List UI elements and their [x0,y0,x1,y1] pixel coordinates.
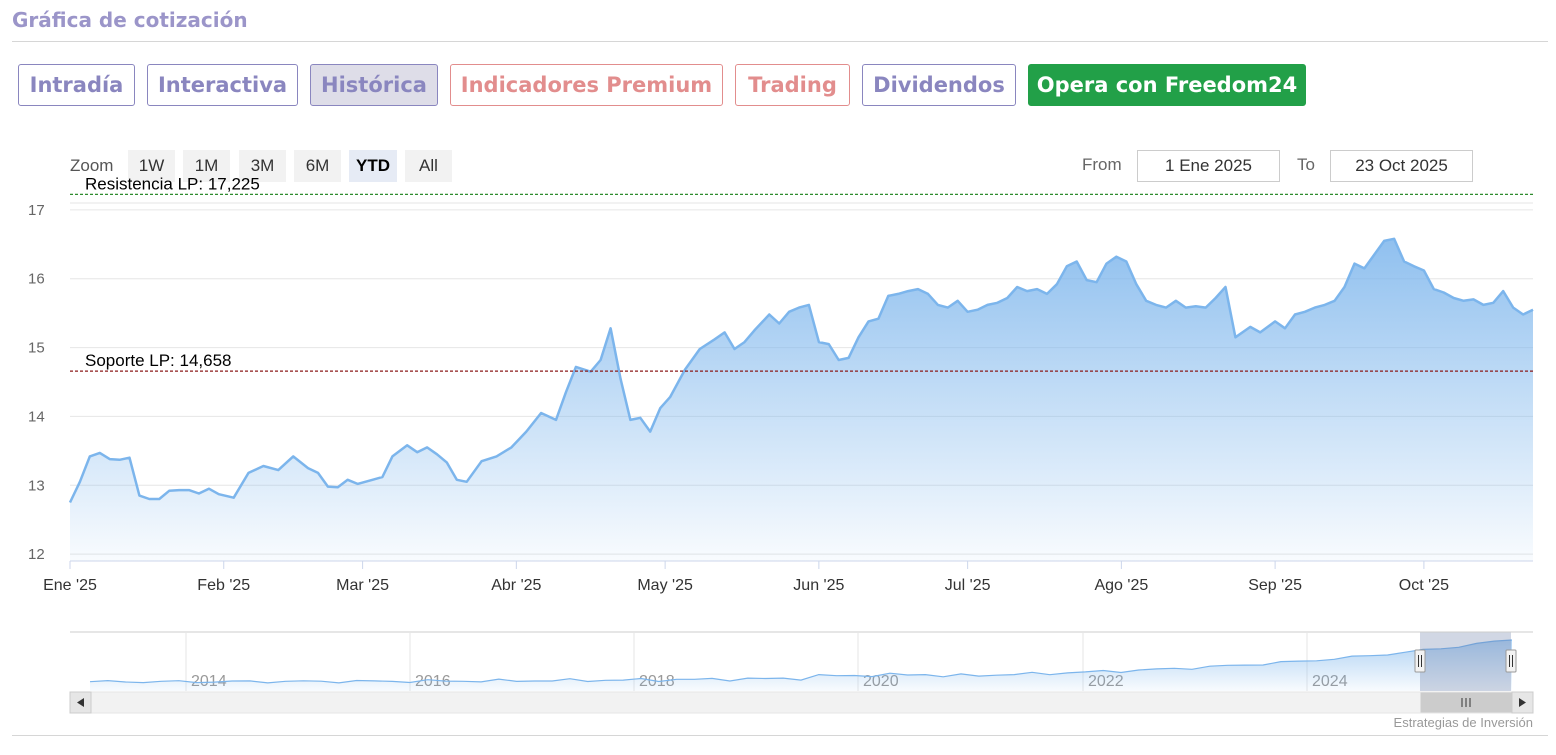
tab-intradia[interactable]: Intradía [18,64,135,106]
x-tick-label: Feb '25 [197,577,250,594]
y-tick-label: 15 [28,340,45,357]
from-label: From [1082,155,1122,174]
navigator-selection[interactable] [1420,632,1511,691]
navigator-left-handle[interactable] [1414,649,1426,673]
x-tick-label: Jun '25 [793,577,844,594]
handle-body[interactable] [1414,649,1426,673]
series-line [68,237,1534,504]
resistance-label: Resistencia LP: 17,225 [85,174,260,193]
tab-indicadores-premium[interactable]: Indicadores Premium [450,64,723,106]
tab-dividendos[interactable]: Dividendos [862,64,1016,106]
tab-interactiva[interactable]: Interactiva [147,64,298,106]
opera-freedom24-button[interactable]: Opera con Freedom24 [1028,64,1306,106]
scroll-right-arrow-icon [1519,698,1526,707]
x-tick-label: Oct '25 [1399,577,1449,594]
zoom-3m-button[interactable]: 3M [239,150,286,182]
zoom-ytd-button[interactable]: YTD [349,150,397,182]
y-tick-label: 13 [28,477,45,494]
chart-credit: Estrategias de Inversión [1393,715,1533,730]
x-tick-label: Sep '25 [1248,577,1302,594]
x-tick-label: Ago '25 [1094,577,1148,594]
tab-historica[interactable]: Histórica [310,64,438,106]
zoom-all-button[interactable]: All [405,150,452,182]
page-title: Gráfica de cotización [12,8,248,32]
from-date-input[interactable]: 1 Ene 2025 [1137,150,1280,182]
to-label: To [1297,155,1315,174]
bottom-divider [12,735,1548,736]
zoom-1m-button[interactable]: 1M [183,150,230,182]
title-divider [12,41,1548,42]
tab-trading[interactable]: Trading [735,64,850,106]
y-tick-label: 12 [28,546,45,563]
x-tick-label: Jul '25 [945,577,991,594]
y-tick-label: 14 [28,408,45,425]
navigator-line [89,639,1513,684]
x-tick-label: Abr '25 [491,577,541,594]
zoom-label: Zoom [70,156,114,175]
scrollbar-track[interactable] [69,691,1534,714]
x-tick-label: Ene '25 [43,577,97,594]
x-tick-label: Mar '25 [336,577,389,594]
zoom-6m-button[interactable]: 6M [294,150,341,182]
handle-body[interactable] [1505,649,1517,673]
zoom-1w-button[interactable]: 1W [128,150,175,182]
support-label: Soporte LP: 14,658 [85,351,232,370]
scroll-left-arrow-icon [77,698,84,707]
y-tick-label: 17 [28,202,45,219]
y-tick-label: 16 [28,271,45,288]
navigator-area [90,640,1512,691]
to-date-input[interactable]: 23 Oct 2025 [1330,150,1473,182]
series-area [70,238,1533,562]
navigator-right-handle[interactable] [1505,649,1517,673]
x-tick-label: May '25 [637,577,693,594]
